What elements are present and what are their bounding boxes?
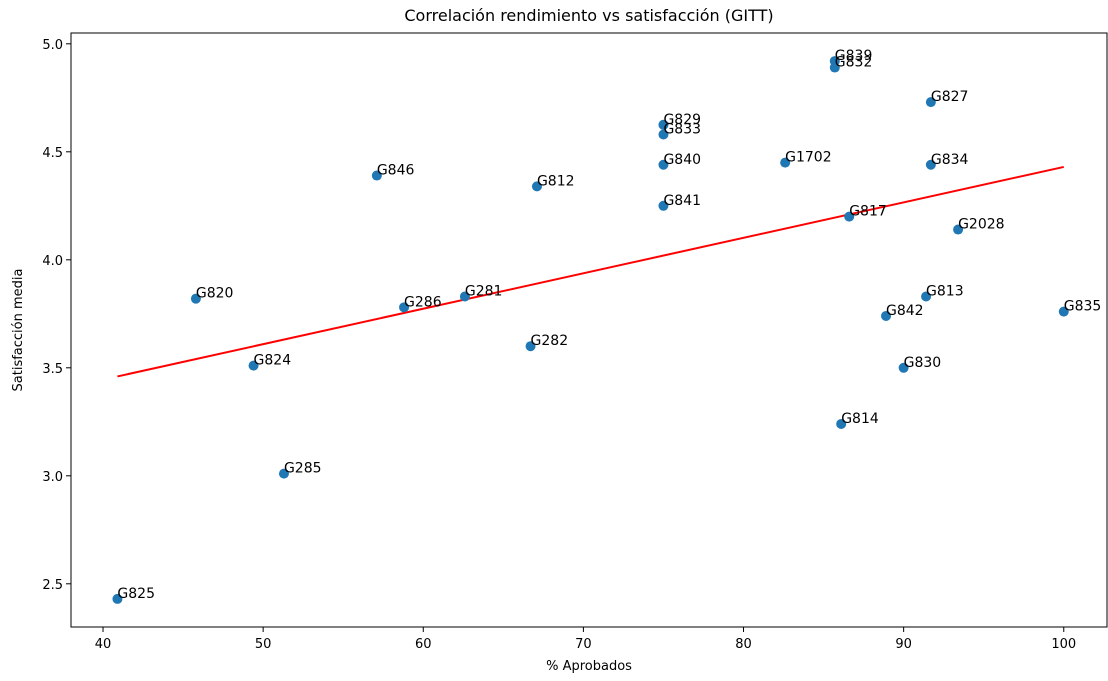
point xyxy=(925,159,936,170)
point xyxy=(780,157,791,168)
point-label: G824 xyxy=(254,353,292,369)
point-label: G1702 xyxy=(785,150,831,166)
point-label: G825 xyxy=(117,586,155,602)
point-label: G835 xyxy=(1064,299,1102,315)
point-label: G281 xyxy=(465,284,503,300)
x-tick-label: 40 xyxy=(95,637,112,652)
y-tick-label: 5.0 xyxy=(42,38,63,53)
y-tick-label: 3.0 xyxy=(42,470,63,485)
point-label: G834 xyxy=(931,152,969,168)
point-label: G841 xyxy=(663,193,701,209)
point xyxy=(658,159,669,170)
x-tick-label: 70 xyxy=(575,637,592,652)
point-label: G2028 xyxy=(958,217,1004,233)
point-label: G829 xyxy=(663,112,701,128)
x-tick-label: 90 xyxy=(895,637,912,652)
point-label: G833 xyxy=(663,122,701,138)
y-tick-label: 4.0 xyxy=(42,254,63,269)
point-label: G846 xyxy=(377,163,415,179)
point-label: G842 xyxy=(886,303,924,319)
point xyxy=(459,291,470,302)
point xyxy=(112,593,123,604)
point xyxy=(844,211,855,222)
point-label: G813 xyxy=(926,284,964,300)
y-tick-label: 3.5 xyxy=(42,362,63,377)
point xyxy=(953,224,964,235)
point xyxy=(399,302,410,313)
point xyxy=(371,170,382,181)
point-label: G812 xyxy=(537,173,575,189)
point xyxy=(278,468,289,479)
point xyxy=(925,97,936,108)
x-tick-label: 80 xyxy=(735,637,752,652)
point xyxy=(881,310,892,321)
point xyxy=(829,62,840,73)
point xyxy=(531,181,542,192)
y-axis-label: Satisfacción media xyxy=(11,269,26,392)
point-label: G814 xyxy=(841,411,879,427)
point-label: G286 xyxy=(404,294,442,310)
point-label: G820 xyxy=(196,286,234,302)
point xyxy=(658,119,669,130)
point xyxy=(921,291,932,302)
point xyxy=(248,360,259,371)
x-tick-label: 100 xyxy=(1051,637,1076,652)
point-label: G817 xyxy=(849,204,887,220)
point xyxy=(658,200,669,211)
point xyxy=(658,129,669,140)
point xyxy=(898,362,909,373)
point-label: G832 xyxy=(835,55,873,71)
point xyxy=(190,293,201,304)
y-tick-label: 4.5 xyxy=(42,146,63,161)
x-tick-label: 60 xyxy=(415,637,432,652)
chart-title: Correlación rendimiento vs satisfacción … xyxy=(404,6,773,25)
point-label: G282 xyxy=(531,333,569,349)
point xyxy=(836,418,847,429)
plot-frame xyxy=(70,32,1108,628)
point xyxy=(1058,306,1069,317)
y-tick-label: 2.5 xyxy=(42,578,63,593)
x-tick-label: 50 xyxy=(255,637,272,652)
point-label: G830 xyxy=(904,355,942,371)
point-label: G285 xyxy=(284,461,322,477)
point-label: G827 xyxy=(931,89,969,105)
x-axis-label: % Aprobados xyxy=(546,659,632,674)
point-label: G840 xyxy=(663,152,701,168)
trend-line xyxy=(117,165,1064,378)
point-label: G839 xyxy=(835,48,873,64)
point xyxy=(525,341,536,352)
